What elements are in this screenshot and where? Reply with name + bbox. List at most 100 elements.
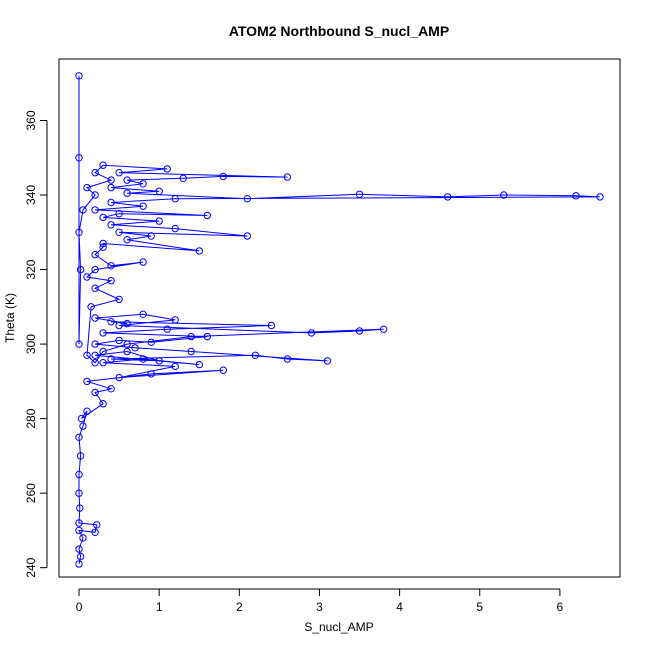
data-point [99, 329, 107, 337]
y-axis-label: Theta (K) [3, 293, 17, 343]
data-point [79, 534, 87, 542]
x-tick-label: 6 [557, 600, 564, 614]
data-point [91, 314, 99, 322]
x-tick-label: 5 [476, 600, 483, 614]
data-point [123, 176, 131, 184]
data-point [79, 422, 87, 430]
data-point [91, 169, 99, 177]
data-point [99, 347, 107, 356]
data-point [91, 250, 99, 259]
data-point [596, 193, 604, 201]
data-point [107, 221, 115, 229]
data-point [91, 340, 99, 348]
data-layer [75, 72, 604, 568]
x-tick-label: 4 [396, 600, 403, 614]
data-point [355, 190, 364, 199]
data-point [87, 303, 95, 311]
y-tick-label: 360 [24, 110, 38, 130]
data-point [267, 321, 276, 330]
data-point [187, 332, 195, 341]
data-point [123, 236, 131, 244]
data-point [83, 183, 91, 192]
data-point [147, 338, 155, 346]
data-point [500, 191, 508, 199]
data-point [115, 373, 123, 382]
data-point [91, 359, 99, 367]
data-point [203, 332, 212, 341]
data-point [99, 359, 107, 367]
data-point [83, 407, 91, 415]
y-tick-label: 240 [24, 557, 38, 577]
data-point [91, 528, 99, 536]
data-point [219, 172, 228, 181]
data-point [83, 273, 91, 281]
data-point [91, 206, 99, 214]
data-point [76, 552, 85, 561]
x-tick-label: 1 [156, 600, 163, 614]
data-point [323, 357, 332, 365]
data-point [219, 366, 228, 374]
data-point [283, 355, 292, 363]
data-point [107, 198, 115, 207]
data-point [75, 228, 83, 237]
data-point [155, 187, 163, 196]
y-tick-label: 280 [24, 408, 38, 428]
y-tick-label: 260 [24, 483, 38, 503]
data-point [171, 316, 179, 324]
data-point [91, 284, 99, 292]
data-point [251, 351, 260, 359]
y-tick-label: 300 [24, 334, 38, 354]
data-point [139, 180, 147, 188]
data-point [99, 243, 107, 251]
data-point [139, 202, 147, 210]
data-point [155, 217, 163, 225]
x-tick-label: 2 [236, 600, 243, 614]
data-point [76, 504, 84, 512]
series-line [78, 75, 601, 565]
data-point [115, 336, 123, 345]
data-point [75, 545, 83, 553]
data-point [91, 388, 99, 397]
data-point [75, 433, 83, 441]
chart-title: ATOM2 Northbound S_nucl_AMP [229, 23, 449, 39]
data-point [147, 370, 155, 378]
x-tick-label: 3 [316, 600, 323, 614]
x-axis-label: S_nucl_AMP [304, 620, 373, 634]
data-point [243, 232, 252, 240]
data-point [163, 165, 171, 173]
data-point [115, 321, 123, 330]
data-point [115, 169, 123, 177]
y-axis: 240 260 280 300 320 340 360 [24, 110, 48, 578]
data-point [91, 265, 99, 274]
data-point [171, 195, 179, 203]
data-point [75, 470, 83, 479]
data-point [107, 183, 115, 192]
data-point [123, 319, 131, 328]
data-point [139, 310, 147, 318]
data-point [179, 174, 187, 183]
data-point [444, 193, 452, 201]
data-point [75, 72, 83, 80]
data-point [187, 347, 195, 356]
data-point [115, 295, 123, 304]
data-point [203, 211, 212, 220]
data-point [572, 192, 580, 200]
y-tick-label: 320 [24, 259, 38, 279]
data-point [91, 191, 99, 199]
data-point [99, 161, 107, 169]
data-point [99, 213, 107, 222]
data-point [123, 347, 131, 356]
data-point [139, 355, 147, 363]
data-point [355, 327, 364, 335]
data-point [243, 195, 252, 203]
data-point [195, 247, 204, 255]
data-point [79, 206, 87, 214]
x-axis: 0 1 2 3 4 5 6 [76, 588, 564, 614]
plot-frame [58, 58, 621, 578]
data-point [76, 265, 85, 274]
data-point [115, 228, 123, 237]
data-point [91, 351, 99, 359]
